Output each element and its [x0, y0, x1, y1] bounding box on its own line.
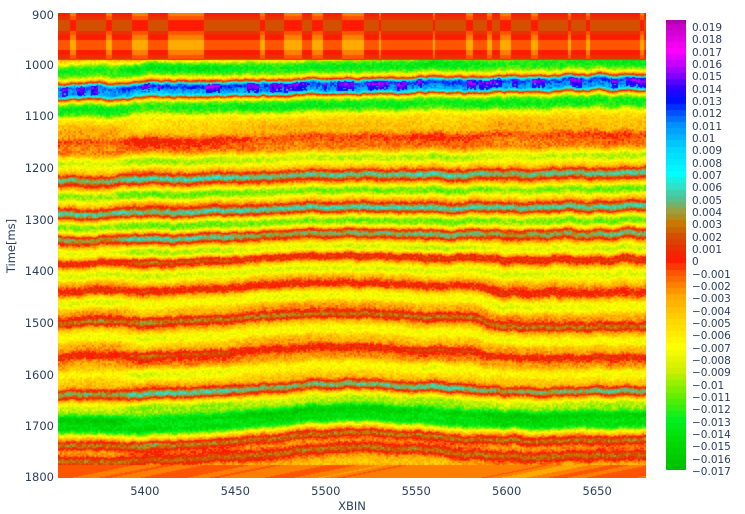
colorbar-tick-label: 0.007 [692, 170, 723, 183]
y-tick-label: 1700 [24, 419, 54, 434]
colorbar-tick-label: 0.019 [692, 22, 723, 35]
colorbar-tick-label: 0.006 [692, 182, 723, 195]
colorbar-tick-label: −0.016 [692, 453, 731, 466]
x-tick-label: 5600 [492, 484, 522, 498]
colorbar-tick-label: −0.017 [692, 466, 731, 478]
x-tick-label: 5400 [130, 484, 160, 498]
y-tick-label: 1500 [24, 316, 54, 330]
colorbar-tick-label: −0.001 [692, 268, 731, 281]
colorbar-tick-label: −0.004 [692, 305, 731, 318]
colorbar-tick-label: −0.011 [692, 392, 731, 405]
colorbar-tick-label: 0.005 [692, 194, 723, 207]
colorbar-tick-label: −0.01 [692, 379, 725, 392]
colorbar-tick-label: 0.015 [692, 71, 723, 84]
y-tick-label: 900 [32, 8, 54, 22]
colorbar-tick-label: 0.008 [692, 157, 723, 170]
y-tick-label: 1300 [24, 212, 54, 227]
colorbar-tick-label: 0.016 [692, 59, 723, 72]
y-tick-label: 1200 [24, 161, 54, 175]
y-tick-label: 1400 [24, 264, 54, 279]
colorbar-tick-label: −0.007 [692, 342, 731, 355]
colorbar-tick-label: 0.003 [692, 219, 723, 232]
colorbar-tick-label: −0.015 [692, 441, 731, 454]
colorbar-tick-label: 0.004 [692, 207, 723, 220]
y-tick-label: 1600 [24, 367, 54, 382]
colorbar-tick-label: −0.006 [692, 330, 731, 343]
colorbar-tick-label: 0.018 [692, 34, 723, 47]
y-tick-label: 1000 [24, 57, 54, 72]
colorbar-tick-label: −0.002 [692, 281, 731, 294]
colorbar-tick-label: 0.001 [692, 244, 723, 257]
colorbar-tick-label: −0.003 [692, 293, 731, 306]
colorbar-tick-label: 0.014 [692, 83, 723, 96]
colorbar-tick-label: 0.009 [692, 145, 723, 158]
x-axis-title: XBIN [338, 499, 366, 513]
colorbar-tick-label: −0.012 [692, 404, 731, 417]
seismic-heatmap[interactable] [58, 13, 646, 478]
colorbar-tick-label: −0.008 [692, 355, 731, 368]
colorbar-tick-label: −0.014 [692, 429, 731, 441]
x-tick-label: 5650 [582, 484, 612, 498]
colorbar-tick-label: 0.002 [692, 231, 723, 244]
colorbar-tick-label: 0.017 [692, 46, 723, 59]
colorbar [666, 20, 686, 470]
x-tick-label: 5450 [220, 484, 250, 498]
colorbar-tick-label: 0.012 [692, 108, 723, 121]
colorbar-tick-label: 0 [692, 256, 699, 269]
heatmap-plot-area[interactable] [58, 13, 646, 478]
colorbar-tick-label: −0.005 [692, 318, 731, 331]
colorbar-tick-label: 0.01 [692, 133, 716, 146]
colorbar-tick-label: −0.009 [692, 367, 731, 380]
x-tick-label: 5550 [401, 484, 431, 498]
colorbar-tick-label: 0.011 [692, 120, 723, 133]
y-tick-label: 1100 [24, 109, 54, 124]
y-axis-title: Time[ms] [4, 218, 18, 274]
y-tick-label: 1800 [24, 470, 54, 484]
colorbar-tick-label: −0.013 [692, 416, 731, 429]
x-tick-label: 5500 [311, 484, 341, 498]
colorbar-tick-label: 0.013 [692, 96, 723, 109]
colorbar-gradient [666, 20, 686, 470]
